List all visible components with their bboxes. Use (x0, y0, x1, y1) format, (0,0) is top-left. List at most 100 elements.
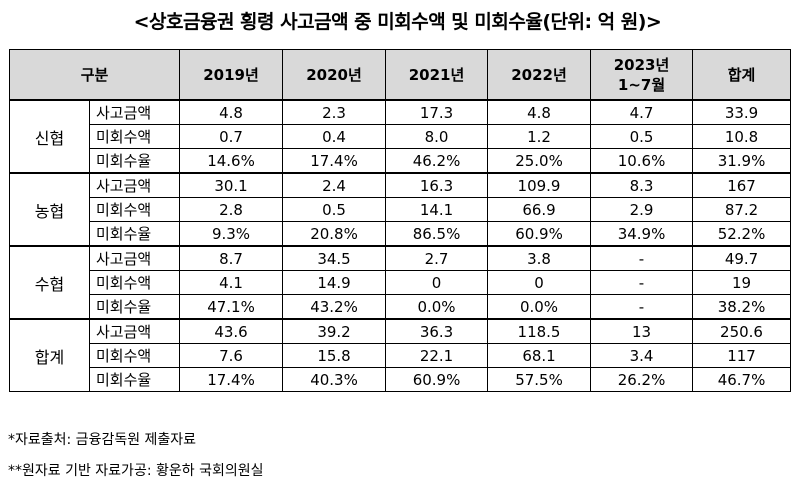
header-year: 2020년 (282, 49, 387, 101)
value-cell: 4.8 (179, 99, 284, 125)
value-cell: 0 (487, 270, 592, 295)
metric-label: 미회수율 (88, 294, 181, 320)
value-cell: 0 (385, 270, 489, 295)
value-cell: 26.2% (590, 367, 694, 392)
value-cell: 34.9% (590, 221, 694, 247)
value-cell: 4.1 (179, 270, 284, 295)
value-cell: - (590, 270, 694, 295)
value-cell: 4.8 (487, 99, 592, 125)
header-total: 합계 (692, 49, 792, 101)
table-row: 신협 사고금액 4.8 2.3 17.3 4.8 4.7 33.9 (9, 99, 792, 174)
value-cell: 109.9 (487, 172, 592, 198)
value-cell: 8.7 (179, 245, 284, 271)
value-cell: 66.9 (487, 197, 592, 222)
value-cell: 30.1 (179, 172, 284, 198)
value-cell: 2.7 (385, 245, 489, 271)
value-cell: 49.7 (692, 245, 792, 271)
value-cell: 17.4% (282, 148, 387, 174)
value-cell: 8.0 (385, 124, 489, 149)
value-cell: 17.4% (179, 367, 284, 392)
group-label: 농협 (9, 172, 90, 247)
metric-label: 미회수율 (88, 367, 181, 392)
value-cell: 2.9 (590, 197, 694, 222)
value-cell: 2.8 (179, 197, 284, 222)
value-cell: 17.3 (385, 99, 489, 125)
table-row: 미회수율 14.6% 17.4% 46.2% 25.0% 10.6% 31.9% (10, 148, 792, 174)
value-cell: 31.9% (692, 148, 792, 174)
header-year: 2021년 (385, 49, 489, 101)
group-label: 신협 (9, 99, 90, 174)
value-cell: 14.6% (179, 148, 284, 174)
page-title: <상호금융권 횡령 사고금액 중 미회수액 및 미회수율(단위: 억 원)> (133, 11, 662, 33)
processing-note: **원자료 기반 자료가공: 황운하 국회의원실 (8, 463, 264, 479)
value-cell: 10.6% (590, 148, 694, 174)
source-note: *자료출처: 금융감독원 제출자료 (8, 432, 197, 448)
value-cell: 10.8 (692, 124, 792, 149)
value-cell: 40.3% (282, 367, 387, 392)
value-cell: 46.2% (385, 148, 489, 174)
value-cell: 22.1 (385, 343, 489, 368)
value-cell: 8.3 (590, 172, 694, 198)
table-row: 미회수율 17.4% 40.3% 60.9% 57.5% 26.2% 46.7% (10, 367, 792, 392)
value-cell: 43.6 (179, 318, 284, 344)
value-cell: 52.2% (692, 221, 792, 247)
value-cell: 118.5 (487, 318, 592, 344)
value-cell: 57.5% (487, 367, 592, 392)
header-year: 2019년 (179, 49, 284, 101)
value-cell: 38.2% (692, 294, 792, 320)
table-row: 수협 사고금액 8.7 34.5 2.7 3.8-49.7 (9, 245, 792, 320)
value-cell: 2.3 (282, 99, 387, 125)
value-cell: 14.1 (385, 197, 489, 222)
metric-label: 미회수액 (88, 124, 181, 149)
table-body: 신협 사고금액 4.8 2.3 17.3 4.8 4.7 33.9 미회수액 0.7 0.4 8.0 1… (9, 99, 792, 392)
metric-label: 미회수액 (88, 343, 181, 368)
value-cell: 60.9% (487, 221, 592, 247)
value-cell: 34.5 (282, 245, 387, 271)
metric-label: 미회수액 (88, 270, 181, 295)
table-row: 미회수액 2.8 0.5 14.1 66.9 2.9 87.2 (10, 197, 792, 222)
value-cell: 46.7% (692, 367, 792, 392)
table-row: 미회수액 0.7 0.4 8.0 1.2 0.5 10.8 (10, 124, 792, 149)
value-cell: 0.4 (282, 124, 387, 149)
value-cell: 167 (692, 172, 792, 198)
value-cell: 19 (692, 270, 792, 295)
value-cell: 9.3% (179, 221, 284, 247)
value-cell: 0.5 (282, 197, 387, 222)
metric-label: 사고금액 (88, 318, 181, 344)
table-row: 미회수율 9.3% 20.8% 86.5% 60.9% 34.9% 52.2% (10, 221, 792, 247)
header-year: 2022년 (487, 49, 592, 101)
value-cell: 16.3 (385, 172, 489, 198)
table-row: 미회수액 4.1 14.9 0 0-19 (10, 270, 792, 295)
value-cell: 4.7 (590, 99, 694, 125)
embezzlement-table: 구분 2019년 2020년 2021년 2022년 2023년 1~7월 합계… (8, 49, 792, 392)
metric-label: 미회수율 (88, 221, 181, 247)
value-cell: 14.9 (282, 270, 387, 295)
header-year: 2023년 1~7월 (590, 49, 694, 101)
value-cell: 43.2% (282, 294, 387, 320)
value-cell: 7.6 (179, 343, 284, 368)
header-row: 구분 2019년 2020년 2021년 2022년 2023년 1~7월 합계 (8, 49, 792, 101)
value-cell: 0.0% (385, 294, 489, 320)
value-cell: 36.3 (385, 318, 489, 344)
value-cell: 250.6 (692, 318, 792, 344)
value-cell: 13 (590, 318, 694, 344)
value-cell: 0.7 (179, 124, 284, 149)
value-cell: 0.0% (487, 294, 592, 320)
metric-label: 사고금액 (88, 99, 181, 125)
value-cell: 87.2 (692, 197, 792, 222)
value-cell: 1.2 (487, 124, 592, 149)
value-cell: 47.1% (179, 294, 284, 320)
table-row: 미회수액 7.6 15.8 22.1 68.1 3.4 117 (10, 343, 792, 368)
value-cell: 117 (692, 343, 792, 368)
value-cell: 15.8 (282, 343, 387, 368)
value-cell: 33.9 (692, 99, 792, 125)
metric-label: 사고금액 (88, 172, 181, 198)
metric-label: 미회수율 (88, 148, 181, 174)
table-row: 농협 사고금액 30.1 2.4 16.3 109.9 8.3 167 (9, 172, 792, 247)
value-cell: 3.4 (590, 343, 694, 368)
value-cell: 3.8 (487, 245, 592, 271)
value-cell: 25.0% (487, 148, 592, 174)
metric-label: 미회수액 (88, 197, 181, 222)
header-category: 구분 (8, 49, 181, 101)
value-cell: 86.5% (385, 221, 489, 247)
